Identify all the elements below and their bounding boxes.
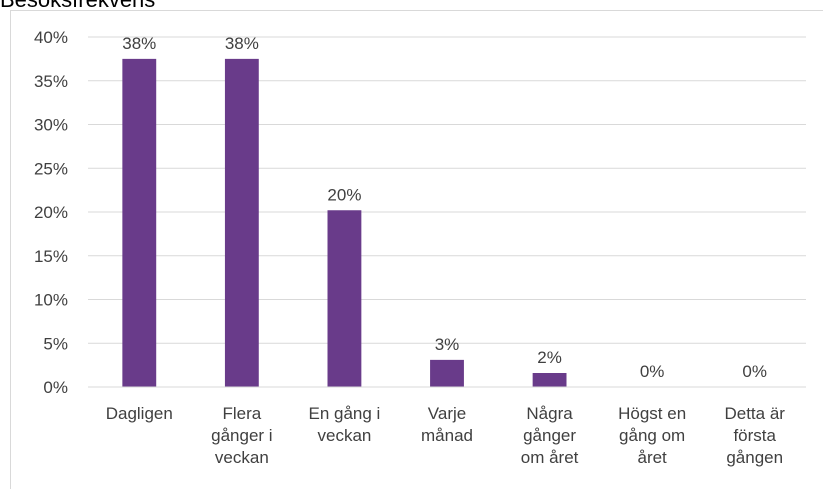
y-tick-label: 10%: [34, 291, 68, 310]
value-label: 0%: [742, 362, 767, 381]
x-tick-label: Några gånger om året: [521, 404, 579, 467]
bar: [224, 58, 259, 387]
value-label: 38%: [122, 34, 156, 53]
value-label: 2%: [537, 348, 562, 367]
value-label: 20%: [327, 185, 361, 204]
bar: [430, 359, 464, 387]
value-label: 3%: [435, 335, 460, 354]
value-label: 38%: [225, 34, 259, 53]
bar: [327, 210, 362, 387]
x-tick-label: En gång i veckan: [309, 404, 381, 445]
chart-border: [10, 10, 823, 489]
y-tick-label: 35%: [34, 72, 68, 91]
y-tick-label: 0%: [43, 378, 68, 397]
x-tick-label: Detta är första gången: [724, 404, 785, 467]
x-tick-label: Högst en gång om året: [618, 404, 686, 467]
x-tick-label: Varje månad: [421, 404, 473, 445]
x-tick-label: Dagligen: [106, 404, 173, 423]
y-tick-label: 40%: [34, 28, 68, 47]
chart-title: Besöksfrekvens: [0, 0, 155, 12]
x-tick-label: Flera gånger i veckan: [211, 404, 272, 467]
y-tick-label: 25%: [34, 159, 68, 178]
bar: [532, 373, 567, 387]
value-label: 0%: [640, 362, 665, 381]
y-tick-label: 5%: [43, 334, 68, 353]
y-tick-label: 30%: [34, 116, 68, 135]
y-tick-label: 15%: [34, 247, 68, 266]
bar: [122, 58, 157, 387]
y-tick-label: 20%: [34, 203, 68, 222]
